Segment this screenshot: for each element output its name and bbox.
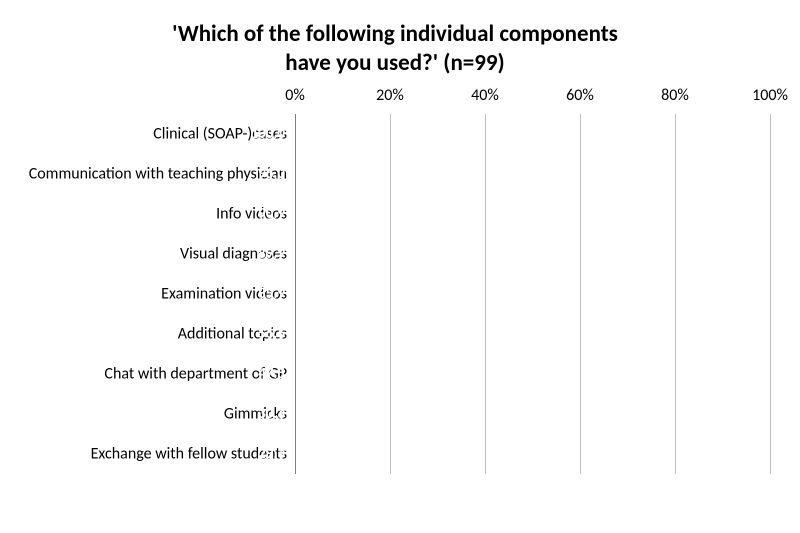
bar-value-label: 89.9 [258, 245, 285, 263]
x-tick-label: 0% [285, 86, 305, 105]
plot-area: 0%20%40%60%80%100% 100.096.090.989.985.9… [295, 86, 770, 506]
y-axis-labels: Clinical (SOAP-)casesCommunication with … [20, 86, 295, 506]
x-tick-label: 100% [752, 86, 788, 105]
x-axis: 0%20%40%60%80%100% [295, 86, 770, 108]
bar-value-label: 96.0 [258, 165, 285, 183]
bar-value-label: 29.3 [258, 445, 285, 463]
bar-value-label: 56.6 [258, 325, 285, 343]
chart-container: 'Which of the following individual compo… [0, 0, 800, 533]
bar-value-label: 47.5 [258, 365, 285, 383]
x-tick-label: 40% [471, 86, 499, 105]
bars: 100.096.090.989.985.956.647.530.329.3 [295, 114, 770, 474]
chart-title: 'Which of the following individual compo… [20, 20, 770, 78]
bar-value-label: 90.9 [258, 205, 285, 223]
bar-value-label: 100.0 [251, 125, 285, 143]
plot: Clinical (SOAP-)casesCommunication with … [20, 86, 770, 506]
category-label: Communication with teaching physician [29, 164, 287, 183]
gridline [770, 114, 771, 474]
bar-value-label: 85.9 [258, 285, 285, 303]
bar-value-label: 30.3 [258, 405, 285, 423]
x-tick-label: 20% [376, 86, 404, 105]
x-tick-label: 80% [661, 86, 689, 105]
x-tick-label: 60% [566, 86, 594, 105]
